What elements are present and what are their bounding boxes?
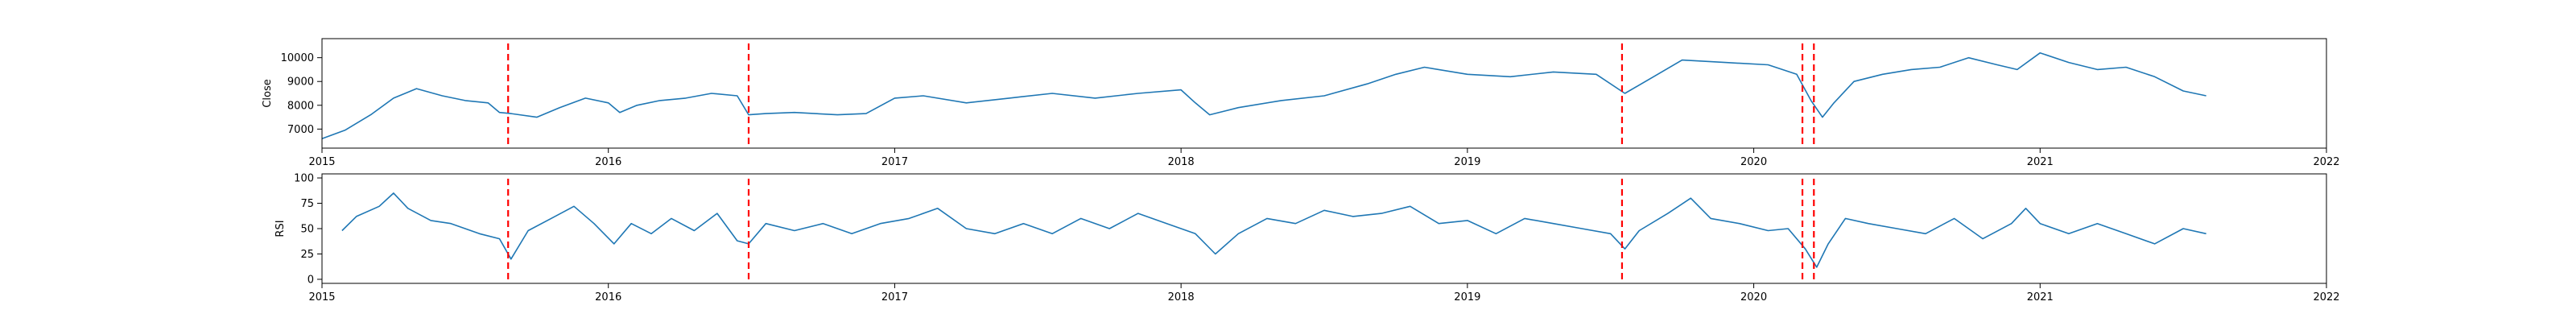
close-y-tick-label: 9000	[287, 76, 314, 89]
rsi-x-tick-label: 2021	[2027, 291, 2054, 303]
rsi-x-ticks: 2015 2016 2017 2018 2019 2020 2021 2022	[308, 283, 2340, 303]
rsi-y-ticks: 0 25 50 75 100	[294, 173, 322, 286]
close-panel: 2015 2016 2017 2018 2019 2020 2021 2022 7000 800…	[262, 38, 2340, 168]
rsi-plot-layer	[341, 179, 2207, 282]
rsi-x-tick-label: 2022	[2313, 291, 2339, 303]
rsi-y-tick-label: 100	[294, 173, 314, 185]
rsi-y-axis-label: RSI	[275, 220, 287, 237]
rsi-x-tick-label: 2018	[1168, 291, 1195, 303]
rsi-panel: 2015 2016 2017 2018 2019 2020 2021 2022 0 25 50 75…	[275, 173, 2340, 303]
close-x-tick-label: 2017	[881, 156, 908, 168]
rsi-y-tick-label: 0	[308, 274, 314, 286]
close-x-tick-label: 2015	[308, 156, 335, 168]
close-x-tick-label: 2021	[2027, 156, 2054, 168]
rsi-series-line	[341, 192, 2207, 268]
close-x-tick-label: 2018	[1168, 156, 1195, 168]
close-x-tick-label: 2022	[2313, 156, 2339, 168]
close-x-tick-label: 2019	[1454, 156, 1480, 168]
rsi-x-tick-label: 2020	[1740, 291, 1767, 303]
close-series-line	[321, 52, 2207, 139]
close-axes-frame	[321, 38, 2327, 149]
rsi-x-tick-label: 2019	[1454, 291, 1480, 303]
rsi-x-tick-label: 2017	[881, 291, 908, 303]
close-y-ticks: 7000 8000 9000 10000	[281, 52, 322, 136]
close-x-ticks: 2015 2016 2017 2018 2019 2020 2021 2022	[308, 148, 2340, 168]
close-plot-layer	[321, 43, 2207, 147]
rsi-y-tick-label: 50	[300, 224, 314, 236]
rsi-y-tick-label: 75	[300, 198, 314, 210]
rsi-x-tick-label: 2015	[308, 291, 335, 303]
close-y-tick-label: 8000	[287, 100, 314, 112]
close-x-tick-label: 2020	[1740, 156, 1767, 168]
close-y-tick-label: 7000	[287, 124, 314, 136]
rsi-y-tick-label: 25	[300, 249, 314, 261]
close-y-tick-label: 10000	[281, 52, 314, 64]
rsi-x-tick-label: 2016	[595, 291, 621, 303]
close-x-tick-label: 2016	[595, 156, 621, 168]
close-y-axis-label: Close	[262, 79, 274, 107]
